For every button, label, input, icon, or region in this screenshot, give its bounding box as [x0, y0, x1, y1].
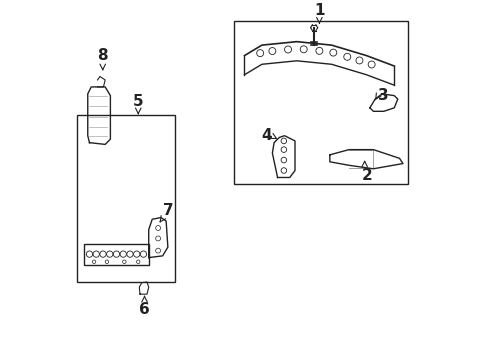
Bar: [234, 21, 407, 184]
Bar: [77, 115, 175, 282]
Text: 1: 1: [313, 3, 324, 18]
Text: 7: 7: [163, 203, 173, 217]
Text: 5: 5: [133, 94, 143, 108]
Bar: [84, 244, 148, 265]
Text: 8: 8: [97, 48, 108, 63]
Text: 4: 4: [261, 128, 271, 143]
Text: 3: 3: [377, 88, 387, 103]
Text: 6: 6: [139, 302, 150, 317]
Text: 2: 2: [361, 168, 372, 183]
